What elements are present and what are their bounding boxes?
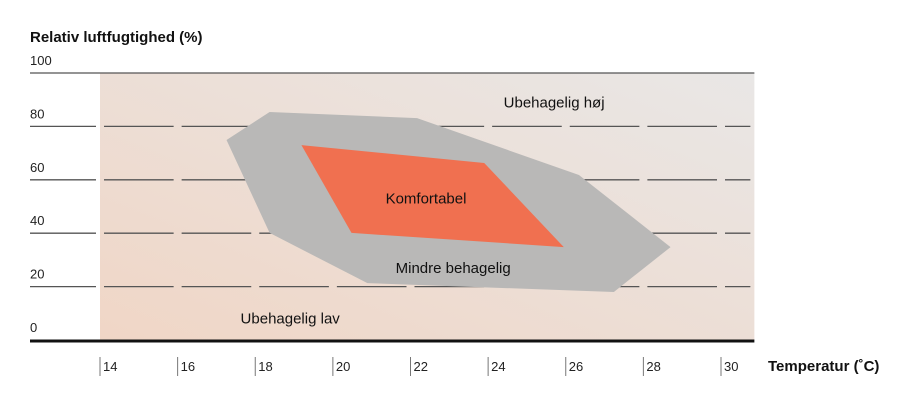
x-tick-label: 22 — [414, 359, 428, 374]
x-tick-label: 16 — [181, 359, 195, 374]
x-tick-label: 14 — [103, 359, 117, 374]
x-tick-label: 24 — [491, 359, 505, 374]
x-tick-label: 30 — [724, 359, 738, 374]
x-axis-title: Temperatur (˚C) — [768, 358, 879, 375]
y-tick-label: 40 — [30, 213, 44, 228]
zone-label: Komfortabel — [386, 190, 467, 207]
y-tick-label: 0 — [30, 320, 37, 335]
x-tick-label: 28 — [646, 359, 660, 374]
y-tick-label: 60 — [30, 160, 44, 175]
y-tick-label: 20 — [30, 267, 44, 282]
y-axis-title: Relativ luftfugtighed (%) — [30, 29, 203, 46]
area-komfortabel — [301, 145, 564, 248]
y-tick-label: 80 — [30, 106, 44, 121]
x-tick-label: 20 — [336, 359, 350, 374]
zone-label: Mindre behagelig — [396, 260, 511, 277]
zone-label: Ubehagelig høj — [504, 94, 605, 111]
y-tick-label: 100 — [30, 53, 52, 68]
zone-label: Ubehagelig lav — [241, 311, 341, 328]
x-tick-label: 18 — [258, 359, 272, 374]
x-tick-label: 26 — [569, 359, 583, 374]
